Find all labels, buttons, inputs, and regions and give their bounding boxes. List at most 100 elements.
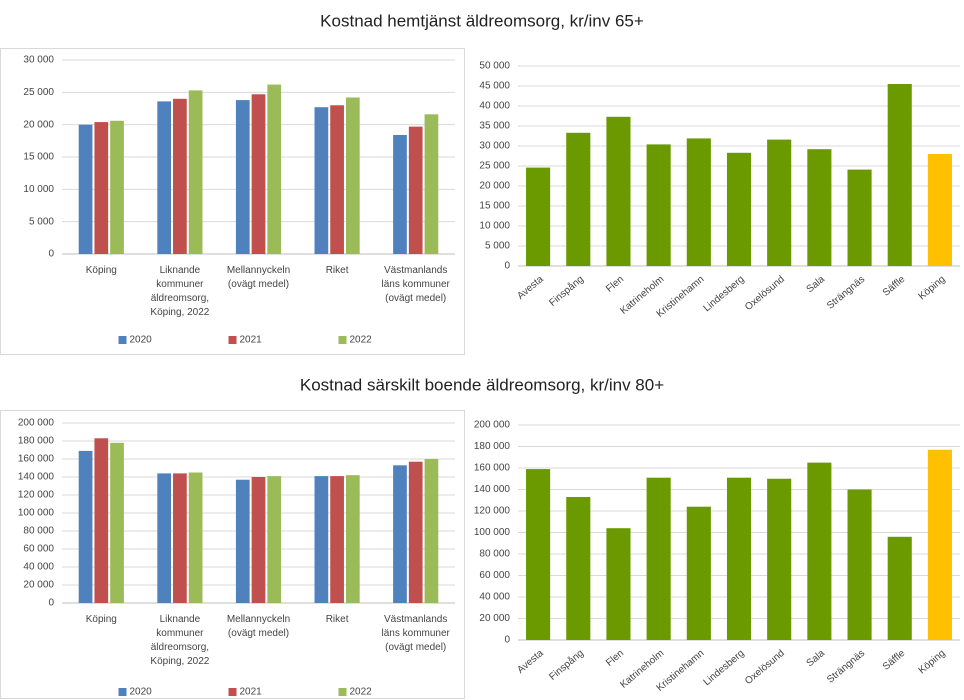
y-tick-label: 20 000 [23,580,54,591]
bar [767,478,792,640]
bar [393,465,407,603]
bar [110,442,124,603]
y-tick-label: 60 000 [479,570,510,581]
bar [887,536,912,640]
bar [606,528,631,640]
bar [847,489,872,640]
bar [330,476,344,603]
y-tick-label: 35 000 [479,121,510,132]
legend-label: 2022 [350,687,373,698]
y-tick-label: 160 000 [474,463,511,474]
bar [726,477,752,640]
y-tick-label: 5 000 [485,241,510,252]
y-tick-label: 80 000 [479,549,510,560]
bar [345,97,360,254]
bar [566,132,591,266]
bar [408,126,423,254]
x-tick-label: Säffle [881,274,908,299]
bar [330,105,344,255]
y-tick-label: 0 [504,635,510,646]
x-tick-label: Mellannyckeln (ovägt medel) [227,614,290,639]
x-tick-label: Riket [326,614,349,625]
y-tick-label: 20 000 [479,181,510,192]
y-tick-label: 0 [504,261,510,272]
x-tick-label: Köping [917,274,948,302]
bar [887,84,912,266]
x-tick-label: Västmanlands läns kommuner (ovägt medel) [382,614,451,653]
bar [267,84,282,254]
x-tick-label: Oxelösund [743,274,787,313]
bar [424,114,439,254]
bar [686,506,711,640]
y-tick-label: 10 000 [479,221,510,232]
x-tick-label: Sala [805,274,828,296]
bar [393,135,407,254]
legend-label: 2020 [130,335,153,346]
y-tick-label: 45 000 [479,81,510,92]
legend-swatch [228,336,237,344]
bar [188,90,203,254]
y-tick-label: 40 000 [479,592,510,603]
legend-label: 2022 [350,335,373,346]
x-tick-label: Finspång [547,273,586,309]
y-tick-label: 140 000 [18,472,55,483]
legend-label: 2021 [240,335,263,346]
y-tick-label: 15 000 [479,201,510,212]
bar [927,154,952,266]
y-tick-label: 200 000 [474,420,511,431]
bar [408,461,423,603]
x-tick-label: Säffle [881,648,908,673]
bar [646,477,671,640]
x-tick-label: Mellannyckeln (ovägt medel) [227,265,290,290]
x-tick-label: Avesta [515,648,546,676]
bar [646,144,671,266]
legend-swatch [338,336,347,344]
bar [566,497,591,640]
y-tick-label: 120 000 [18,490,55,501]
legend-swatch [118,336,127,344]
y-tick-label: 40 000 [479,101,510,112]
y-tick-label: 40 000 [23,562,54,573]
y-tick-label: 200 000 [18,418,55,429]
x-tick-label: Köping [86,614,117,625]
y-tick-label: 140 000 [474,484,511,495]
x-tick-label: Lindesberg [702,274,747,314]
y-tick-label: 120 000 [474,506,511,517]
y-tick-label: 180 000 [474,441,511,452]
bar [526,469,551,640]
x-tick-label: Liknande kommuner äldreomsorg, Köping, 2022 [150,614,209,667]
bar [807,149,832,266]
bar [235,479,250,603]
chart-title: Kostnad hemtjänst äldreomsorg, kr/inv 65… [320,11,644,30]
bar [157,101,172,255]
legend-swatch [228,688,237,696]
bar [235,100,250,255]
bar [267,476,282,603]
bar [251,94,266,254]
x-tick-label: Sala [805,648,828,670]
bar [927,449,952,640]
x-tick-label: Strängnäs [825,274,867,312]
x-tick-label: Köping [86,265,117,276]
y-tick-label: 25 000 [479,161,510,172]
panel-border [0,410,465,699]
y-tick-label: 10 000 [23,184,54,195]
y-tick-label: 5 000 [29,216,54,227]
bar [606,116,631,266]
y-tick-label: 50 000 [479,61,510,72]
y-tick-label: 180 000 [18,436,55,447]
bar [78,450,93,603]
legend-swatch [338,688,347,696]
y-tick-label: 100 000 [474,527,511,538]
bar [251,477,266,603]
y-tick-label: 25 000 [23,87,54,98]
bar [345,475,360,603]
y-tick-label: 30 000 [479,141,510,152]
y-tick-label: 20 000 [23,119,54,130]
y-tick-label: 60 000 [23,544,54,555]
x-tick-label: Flen [604,274,626,295]
y-tick-label: 160 000 [18,454,55,465]
bar [847,169,872,266]
x-tick-label: Finspång [547,647,586,683]
